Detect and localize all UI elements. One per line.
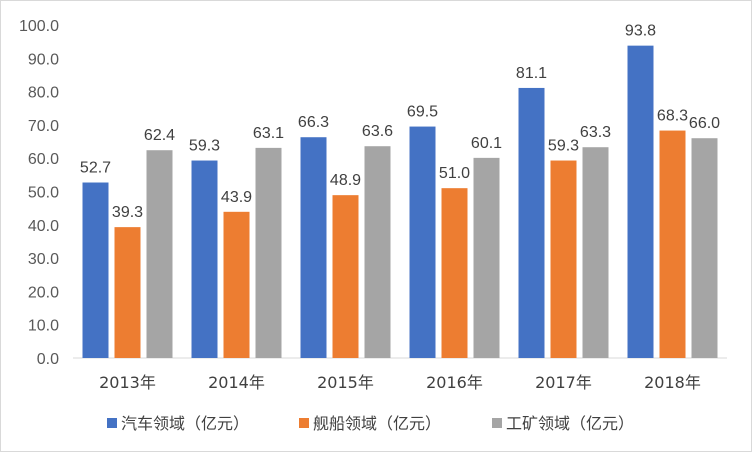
data-label: 66.0: [689, 115, 720, 132]
legend-label: 汽车领域（亿元）: [121, 414, 249, 433]
bar-groups: 52.7 39.3 62.4 59.3 43.9 63.1 66.3 48.9 63.6 69.5…: [80, 23, 720, 359]
data-label: 93.8: [625, 23, 656, 40]
data-label: 43.9: [221, 189, 252, 206]
x-tick-label: 2014年: [208, 373, 265, 392]
y-axis-ticks: 0.0 10.0 20.0 30.0 40.0 50.0 60.0 70.0 80.0 90.0 1…: [19, 18, 59, 368]
bar: [146, 150, 173, 358]
legend-label: 工矿领域（亿元）: [506, 414, 634, 433]
legend-swatch: [107, 418, 117, 428]
data-label: 51.0: [439, 165, 470, 182]
y-tick-label: 10.0: [28, 318, 59, 335]
data-label: 60.1: [471, 135, 502, 152]
y-tick-label: 0.0: [37, 351, 59, 368]
x-tick-label: 2015年: [317, 373, 374, 392]
legend-label: 舰船领域（亿元）: [313, 414, 441, 433]
bar: [191, 160, 218, 358]
bar: [659, 130, 686, 358]
bar: [409, 126, 436, 358]
bar: [691, 138, 718, 358]
x-tick-label: 2017年: [535, 373, 592, 392]
y-tick-label: 20.0: [28, 284, 59, 301]
data-label: 69.5: [407, 104, 438, 121]
bar: [114, 227, 141, 358]
bar: [627, 45, 654, 359]
data-label: 63.1: [253, 125, 284, 142]
bar: [223, 211, 250, 358]
y-tick-label: 70.0: [28, 118, 59, 135]
legend-swatch: [492, 418, 502, 428]
legend: 汽车领域（亿元） 舰船领域（亿元） 工矿领域（亿元）: [107, 414, 634, 433]
data-label: 63.3: [580, 124, 611, 141]
x-tick-label: 2016年: [426, 373, 483, 392]
y-tick-label: 100.0: [19, 18, 59, 35]
data-label: 66.3: [298, 114, 329, 131]
bar: [473, 157, 500, 358]
bar: [441, 188, 468, 358]
data-label: 63.6: [362, 123, 393, 140]
bar: [332, 195, 359, 358]
y-tick-label: 50.0: [28, 185, 59, 202]
y-tick-label: 30.0: [28, 251, 59, 268]
data-label: 62.4: [144, 127, 175, 144]
bar: [518, 87, 545, 358]
data-label: 59.3: [189, 138, 220, 155]
y-tick-label: 80.0: [28, 85, 59, 102]
bar: [364, 146, 391, 358]
bar: [255, 147, 282, 358]
bar: [550, 160, 577, 358]
data-label: 52.7: [80, 160, 111, 177]
bar: [82, 182, 109, 358]
data-label: 48.9: [330, 172, 361, 189]
data-label: 81.1: [516, 65, 547, 82]
x-tick-label: 2018年: [644, 373, 701, 392]
y-tick-label: 40.0: [28, 218, 59, 235]
bar: [300, 137, 327, 358]
bar: [582, 147, 609, 358]
y-tick-label: 60.0: [28, 151, 59, 168]
data-label: 68.3: [657, 108, 688, 125]
legend-swatch: [299, 418, 309, 428]
x-axis-categories: 2013年 2014年 2015年 2016年 2017年 2018年: [99, 373, 701, 392]
y-tick-label: 90.0: [28, 51, 59, 68]
x-tick-label: 2013年: [99, 373, 156, 392]
data-label: 39.3: [112, 204, 143, 221]
data-label: 59.3: [548, 138, 579, 155]
